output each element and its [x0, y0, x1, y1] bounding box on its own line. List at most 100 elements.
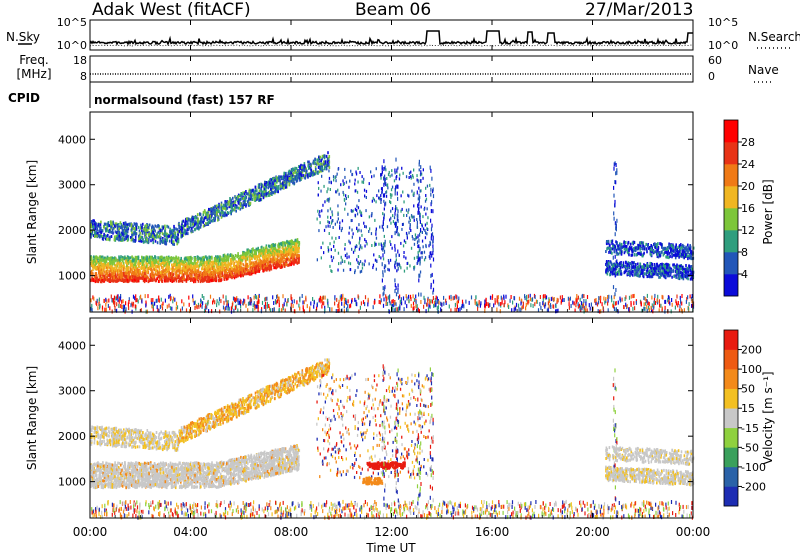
data-cell	[229, 267, 231, 271]
data-cell	[121, 275, 123, 279]
data-cell	[216, 269, 219, 273]
data-cell	[298, 242, 301, 246]
data-cell	[288, 247, 290, 251]
data-cell	[526, 297, 528, 302]
data-cell	[679, 295, 681, 300]
data-cell	[290, 242, 293, 246]
data-cell	[429, 301, 431, 305]
data-cell	[105, 259, 108, 263]
data-cell	[515, 306, 517, 311]
data-cell	[223, 273, 226, 277]
data-cell	[112, 226, 114, 230]
data-cell	[501, 300, 503, 305]
data-cell	[174, 234, 177, 238]
data-cell	[196, 226, 198, 230]
data-cell	[277, 190, 279, 194]
data-cell	[233, 264, 235, 268]
data-cell	[111, 269, 114, 273]
data-cell	[135, 268, 137, 272]
data-cell	[230, 271, 232, 275]
data-cell	[448, 295, 450, 300]
data-cell	[209, 269, 212, 273]
data-cell	[159, 258, 161, 262]
data-cell	[364, 295, 367, 300]
data-cell	[104, 270, 107, 274]
data-cell	[172, 263, 175, 267]
data-cell	[277, 245, 280, 249]
data-cell	[224, 214, 226, 218]
data-cell	[152, 232, 154, 236]
data-cell	[602, 306, 604, 311]
data-cell	[290, 302, 292, 307]
data-cell	[197, 274, 200, 277]
data-cell	[113, 235, 116, 239]
data-cell	[306, 169, 308, 173]
data-cell	[321, 298, 323, 303]
data-cell	[172, 256, 175, 260]
data-cell	[126, 230, 129, 234]
data-cell	[658, 308, 660, 313]
data-cell	[491, 296, 493, 300]
data-cell	[271, 249, 274, 253]
nsearch-label: N.Search	[748, 30, 800, 44]
data-cell	[135, 306, 137, 311]
data-cell	[100, 220, 102, 224]
data-cell	[132, 271, 135, 274]
data-cell	[146, 240, 149, 244]
data-cell	[243, 298, 245, 303]
data-cell	[166, 224, 168, 228]
data-cell	[349, 304, 351, 309]
data-cell	[184, 271, 186, 275]
data-cell	[210, 267, 212, 271]
data-cell	[254, 252, 256, 256]
data-cell	[294, 260, 296, 264]
data-cell	[280, 253, 283, 257]
data-cell	[282, 181, 284, 185]
data-cell	[269, 248, 272, 252]
data-cell	[665, 299, 667, 304]
data-cell	[171, 306, 173, 311]
data-cell	[206, 267, 208, 271]
data-cell	[239, 298, 241, 303]
data-cell	[326, 298, 329, 303]
data-cell	[175, 255, 177, 259]
data-cell	[253, 271, 255, 275]
data-cell	[220, 209, 223, 213]
data-cell	[111, 230, 114, 234]
data-cell	[214, 300, 216, 305]
data-cell	[178, 279, 180, 283]
data-cell	[145, 264, 148, 268]
data-cell	[135, 226, 138, 229]
data-cell	[229, 270, 231, 274]
data-cell	[175, 306, 177, 311]
data-cell	[154, 301, 156, 306]
data-cell	[249, 265, 252, 269]
data-cell	[343, 304, 345, 309]
nsky-label: N.Sky	[6, 30, 40, 44]
data-cell	[242, 206, 245, 209]
data-cell	[277, 251, 279, 255]
data-cell	[280, 259, 282, 263]
data-cell	[188, 302, 190, 307]
data-cell	[266, 263, 268, 267]
data-cell	[208, 256, 210, 260]
data-cell	[208, 279, 211, 283]
data-cell	[237, 308, 239, 313]
data-cell	[269, 178, 271, 182]
data-cell	[151, 261, 154, 265]
data-cell	[186, 269, 188, 273]
data-cell	[288, 252, 290, 256]
data-cell	[316, 161, 319, 165]
data-cell	[328, 155, 331, 158]
data-cell	[259, 261, 261, 265]
data-cell	[253, 254, 256, 258]
data-cell	[134, 296, 136, 301]
data-cell	[313, 304, 315, 309]
data-cell	[248, 191, 251, 194]
data-cell	[284, 243, 286, 247]
data-cell	[129, 275, 131, 279]
data-cell	[152, 307, 154, 312]
data-cell	[190, 274, 192, 278]
data-cell	[244, 202, 246, 206]
data-cell	[269, 181, 271, 185]
